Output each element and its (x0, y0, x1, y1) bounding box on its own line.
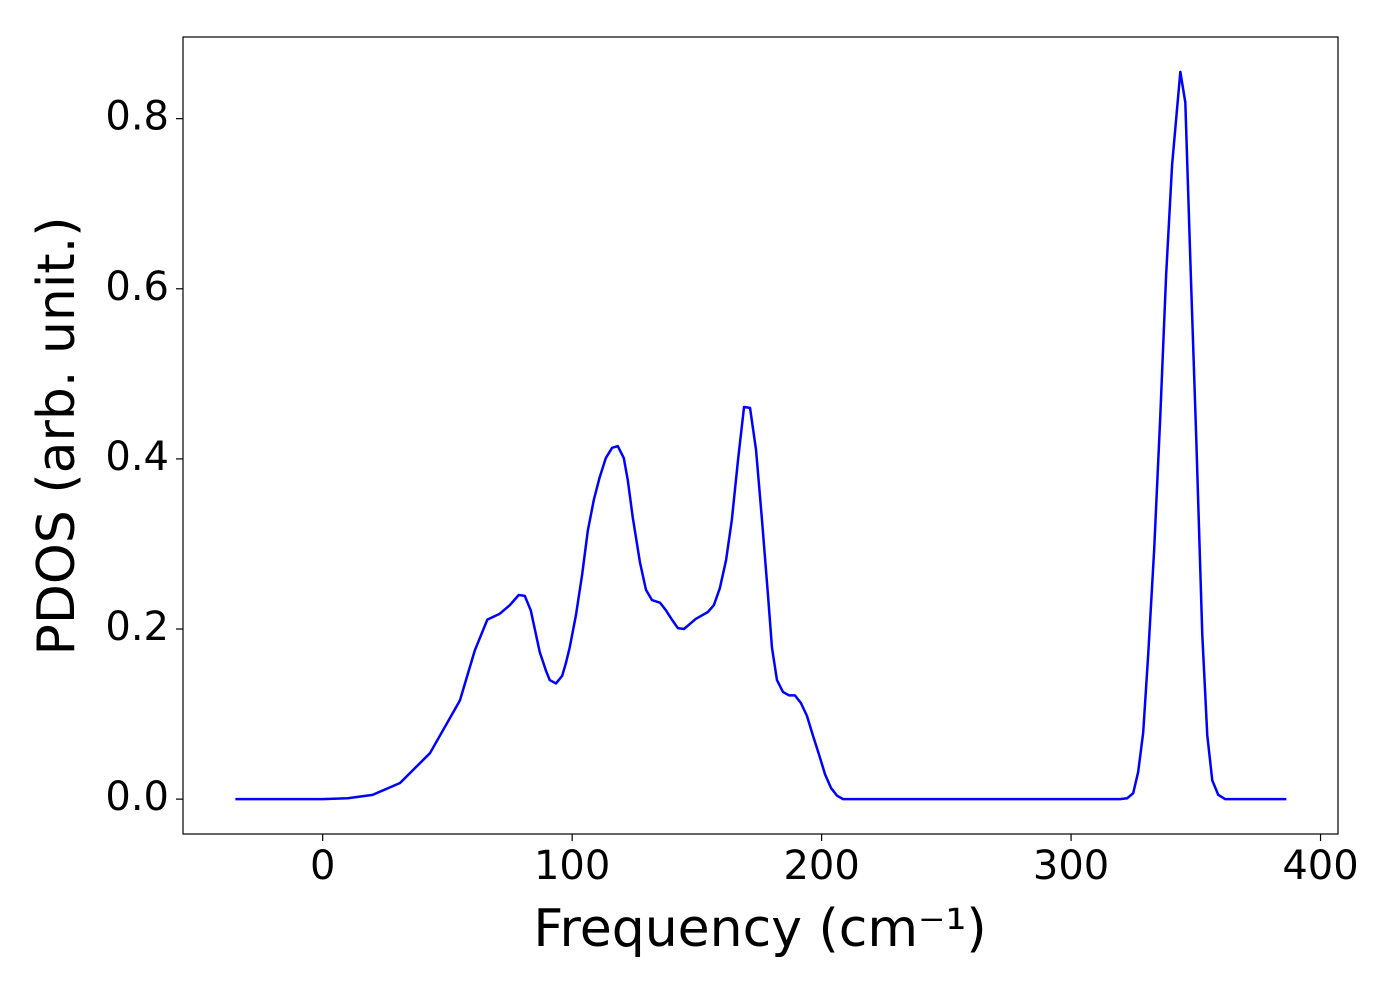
x-tick-label: 100 (534, 843, 610, 889)
plot-frame (182, 36, 1339, 835)
data-line (235, 70, 1287, 801)
x-tick-label: 400 (1282, 843, 1358, 889)
y-tick-label: 0.6 (105, 264, 169, 310)
y-tick-label: 0.4 (105, 434, 169, 480)
y-tick-label: 0.2 (105, 604, 169, 650)
x-tick-label: 200 (783, 843, 859, 889)
y-tick-label: 0.8 (105, 94, 169, 140)
x-axis-label: Frequency (cm⁻¹) (533, 899, 986, 959)
y-tick-label: 0.0 (105, 774, 169, 820)
y-axis-label: PDOS (arb. unit.) (27, 216, 87, 655)
x-tick-label: 0 (310, 843, 335, 889)
x-tick-label: 300 (1033, 843, 1109, 889)
